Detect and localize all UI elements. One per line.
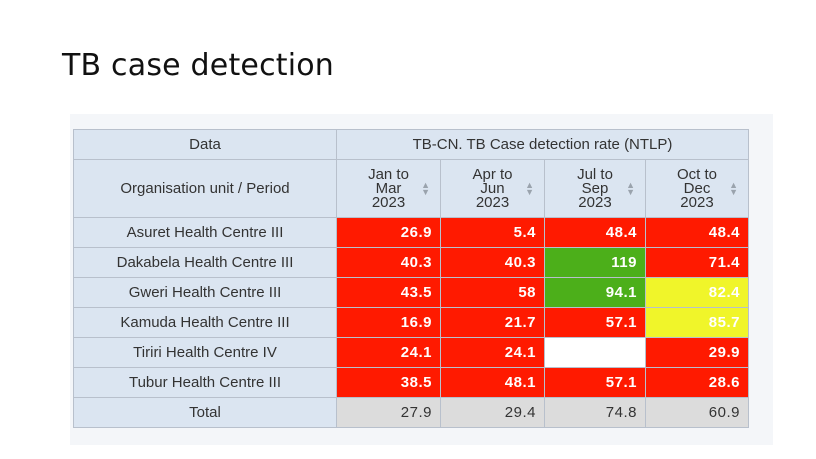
value-cell[interactable]: 24.1 xyxy=(440,337,545,368)
value-cell[interactable]: 48.4 xyxy=(544,217,646,248)
period-header-q3[interactable]: Jul to Sep 2023 ▲ ▼ xyxy=(544,159,646,218)
sort-icon[interactable]: ▲ ▼ xyxy=(421,179,430,197)
org-unit-label: Tiriri Health Centre IV xyxy=(73,337,337,368)
period-line: Oct to xyxy=(676,165,717,183)
value-cell[interactable]: 29.9 xyxy=(645,337,749,368)
period-line: Jun xyxy=(480,179,505,197)
value-cell[interactable]: 40.3 xyxy=(336,247,441,278)
total-cell[interactable]: 27.9 xyxy=(336,397,441,428)
value-cell[interactable]: 21.7 xyxy=(440,307,545,338)
value-cell[interactable]: 85.7 xyxy=(645,307,749,338)
value-cell[interactable]: 48.4 xyxy=(645,217,749,248)
data-header: Data xyxy=(73,129,337,160)
row-dimension-header: Organisation unit / Period xyxy=(73,159,337,218)
value-cell[interactable]: 28.6 xyxy=(645,367,749,398)
table-row: Dakabela Health Centre III 40.3 40.3 119… xyxy=(73,247,749,278)
value-cell[interactable]: 71.4 xyxy=(645,247,749,278)
total-label: Total xyxy=(73,397,337,428)
period-line: Dec xyxy=(683,179,711,197)
value-cell[interactable]: 38.5 xyxy=(336,367,441,398)
value-cell[interactable]: 82.4 xyxy=(645,277,749,308)
period-line: Jul to xyxy=(577,165,613,183)
period-line: Jan to xyxy=(368,165,409,183)
total-cell[interactable]: 60.9 xyxy=(645,397,749,428)
sort-icon[interactable]: ▲ ▼ xyxy=(626,179,635,197)
period-line: 2023 xyxy=(475,193,510,211)
value-cell[interactable]: 48.1 xyxy=(440,367,545,398)
empty-value-cell[interactable] xyxy=(544,337,646,368)
value-cell[interactable]: 5.4 xyxy=(440,217,545,248)
org-unit-label: Tubur Health Centre III xyxy=(73,367,337,398)
sort-icon[interactable]: ▲ ▼ xyxy=(525,179,534,197)
period-line: 2023 xyxy=(371,193,406,211)
period-line: Sep xyxy=(581,179,609,197)
value-cell[interactable]: 24.1 xyxy=(336,337,441,368)
org-unit-label: Kamuda Health Centre III xyxy=(73,307,337,338)
period-header-q4[interactable]: Oct to Dec 2023 ▲ ▼ xyxy=(645,159,749,218)
value-cell[interactable]: 43.5 xyxy=(336,277,441,308)
pivot-table: Data TB-CN. TB Case detection rate (NTLP… xyxy=(73,129,749,428)
table-row: Kamuda Health Centre III 16.9 21.7 57.1 … xyxy=(73,307,749,338)
org-unit-label: Dakabela Health Centre III xyxy=(73,247,337,278)
value-cell[interactable]: 26.9 xyxy=(336,217,441,248)
value-cell[interactable]: 16.9 xyxy=(336,307,441,338)
value-cell[interactable]: 58 xyxy=(440,277,545,308)
pivot-table-panel: Data TB-CN. TB Case detection rate (NTLP… xyxy=(70,114,773,445)
sort-icon[interactable]: ▲ ▼ xyxy=(729,179,738,197)
period-header-q1[interactable]: Jan to Mar 2023 ▲ ▼ xyxy=(336,159,441,218)
org-unit-label: Asuret Health Centre III xyxy=(73,217,337,248)
indicator-header: TB-CN. TB Case detection rate (NTLP) xyxy=(336,129,749,160)
period-header-q2[interactable]: Apr to Jun 2023 ▲ ▼ xyxy=(440,159,545,218)
period-line: 2023 xyxy=(680,193,714,211)
period-line: 2023 xyxy=(578,193,612,211)
total-cell[interactable]: 74.8 xyxy=(544,397,646,428)
total-cell[interactable]: 29.4 xyxy=(440,397,545,428)
period-line: Mar xyxy=(375,179,402,197)
org-unit-label: Gweri Health Centre III xyxy=(73,277,337,308)
table-row: Gweri Health Centre III 43.5 58 94.1 82.… xyxy=(73,277,749,308)
period-line: Apr to xyxy=(472,165,513,183)
value-cell[interactable]: 94.1 xyxy=(544,277,646,308)
table-row: Asuret Health Centre III 26.9 5.4 48.4 4… xyxy=(73,217,749,248)
value-cell[interactable]: 119 xyxy=(544,247,646,278)
total-row: Total 27.9 29.4 74.8 60.9 xyxy=(73,397,749,428)
slide-title: TB case detection xyxy=(62,48,335,83)
value-cell[interactable]: 57.1 xyxy=(544,307,646,338)
value-cell[interactable]: 57.1 xyxy=(544,367,646,398)
value-cell[interactable]: 40.3 xyxy=(440,247,545,278)
table-row: Tubur Health Centre III 38.5 48.1 57.1 2… xyxy=(73,367,749,398)
table-row: Tiriri Health Centre IV 24.1 24.1 29.9 xyxy=(73,337,749,368)
